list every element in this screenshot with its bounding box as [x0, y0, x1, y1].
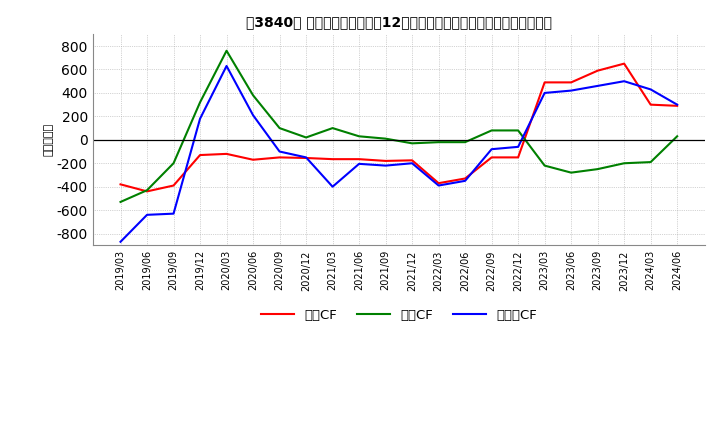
フリーCF — [143, 212, 151, 217]
フリーCF — [408, 161, 416, 166]
投資CF — [196, 100, 204, 105]
投資CF — [328, 125, 337, 131]
営業CF — [275, 155, 284, 160]
営業CF — [355, 157, 364, 162]
フリーCF — [434, 183, 443, 188]
投資CF — [382, 136, 390, 141]
フリーCF — [673, 102, 682, 107]
フリーCF — [487, 147, 496, 152]
営業CF — [620, 61, 629, 66]
フリーCF — [328, 184, 337, 189]
営業CF — [116, 182, 125, 187]
投資CF — [275, 125, 284, 131]
営業CF — [222, 151, 231, 157]
投資CF — [620, 161, 629, 166]
営業CF — [593, 68, 602, 73]
投資CF — [143, 187, 151, 193]
営業CF — [647, 102, 655, 107]
フリーCF — [620, 79, 629, 84]
営業CF — [434, 180, 443, 186]
営業CF — [328, 157, 337, 162]
営業CF — [567, 80, 575, 85]
営業CF — [514, 155, 523, 160]
フリーCF — [275, 149, 284, 154]
Y-axis label: （百万円）: （百万円） — [44, 123, 54, 156]
営業CF — [196, 152, 204, 158]
Line: 投資CF: 投資CF — [120, 51, 678, 202]
フリーCF — [647, 87, 655, 92]
投資CF — [514, 128, 523, 133]
フリーCF — [593, 83, 602, 88]
フリーCF — [540, 90, 549, 95]
Line: フリーCF: フリーCF — [120, 66, 678, 242]
フリーCF — [461, 178, 469, 183]
営業CF — [673, 103, 682, 109]
投資CF — [302, 135, 310, 140]
投資CF — [673, 134, 682, 139]
フリーCF — [382, 163, 390, 168]
投資CF — [222, 48, 231, 53]
営業CF — [487, 155, 496, 160]
フリーCF — [222, 63, 231, 69]
投資CF — [408, 141, 416, 146]
投資CF — [248, 93, 257, 98]
営業CF — [248, 157, 257, 162]
フリーCF — [355, 161, 364, 166]
フリーCF — [514, 144, 523, 150]
営業CF — [169, 183, 178, 188]
フリーCF — [302, 155, 310, 160]
投資CF — [461, 139, 469, 145]
営業CF — [408, 158, 416, 163]
投資CF — [355, 134, 364, 139]
投資CF — [647, 159, 655, 165]
フリーCF — [169, 211, 178, 216]
投資CF — [116, 199, 125, 205]
フリーCF — [567, 88, 575, 93]
投資CF — [434, 139, 443, 145]
営業CF — [143, 189, 151, 194]
Legend: 営業CF, 投資CF, フリーCF: 営業CF, 投資CF, フリーCF — [256, 304, 542, 327]
投資CF — [169, 161, 178, 166]
営業CF — [382, 158, 390, 164]
フリーCF — [248, 113, 257, 118]
営業CF — [540, 80, 549, 85]
投資CF — [540, 163, 549, 168]
Line: 営業CF: 営業CF — [120, 64, 678, 191]
Title: ［3840］ キャッシュフローの12か月移動合計の対前年同期増減額の推移: ［3840］ キャッシュフローの12か月移動合計の対前年同期増減額の推移 — [246, 15, 552, 29]
投資CF — [567, 170, 575, 175]
営業CF — [302, 155, 310, 161]
投資CF — [593, 166, 602, 172]
投資CF — [487, 128, 496, 133]
フリーCF — [116, 239, 125, 245]
営業CF — [461, 176, 469, 181]
フリーCF — [196, 116, 204, 121]
